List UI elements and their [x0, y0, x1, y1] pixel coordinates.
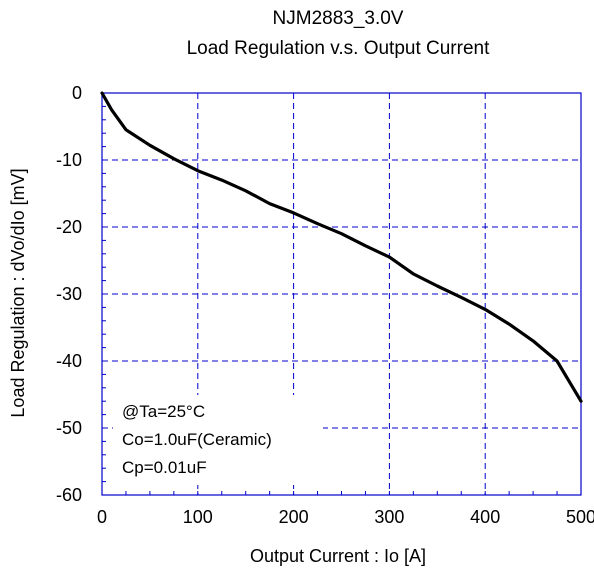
- annotation-box: @Ta=25°C Co=1.0uF(Ceramic) Cp=0.01uF: [113, 395, 323, 485]
- annotation-background: [113, 395, 323, 485]
- y-tick-label: -50: [56, 418, 82, 438]
- y-axis-label: Load Regulation : dVo/dIo [mV]: [8, 168, 28, 417]
- x-tick-label: 500: [566, 507, 594, 527]
- x-tick-label: 0: [97, 507, 107, 527]
- x-tick-label: 200: [279, 507, 309, 527]
- y-tick-label: -60: [56, 485, 82, 505]
- x-tick-label: 100: [183, 507, 213, 527]
- annotation-bypass-capacitor: Cp=0.01uF: [122, 458, 207, 477]
- annotation-output-capacitor: Co=1.0uF(Ceramic): [122, 430, 272, 449]
- y-tick-label: -20: [56, 217, 82, 237]
- chart-title: NJM2883_3.0V: [273, 8, 404, 29]
- y-tick-label: 0: [72, 83, 82, 103]
- x-axis-label: Output Current : Io [A]: [250, 546, 426, 566]
- series-line: [100, 91, 583, 403]
- axis-ticks: 0 100 200 300 400 500 0 -10 -20 -30 -40 -50 -60: [56, 83, 594, 527]
- x-tick-label: 400: [470, 507, 500, 527]
- x-tick-label: 300: [374, 507, 404, 527]
- y-tick-label: -40: [56, 351, 82, 371]
- y-tick-label: -30: [56, 284, 82, 304]
- series-layer: [100, 91, 583, 403]
- y-tick-label: -10: [56, 150, 82, 170]
- chart-subtitle: Load Regulation v.s. Output Current: [187, 38, 490, 59]
- annotation-temperature: @Ta=25°C: [122, 402, 205, 421]
